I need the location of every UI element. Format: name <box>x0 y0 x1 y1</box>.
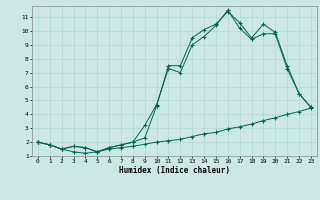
X-axis label: Humidex (Indice chaleur): Humidex (Indice chaleur) <box>119 166 230 175</box>
